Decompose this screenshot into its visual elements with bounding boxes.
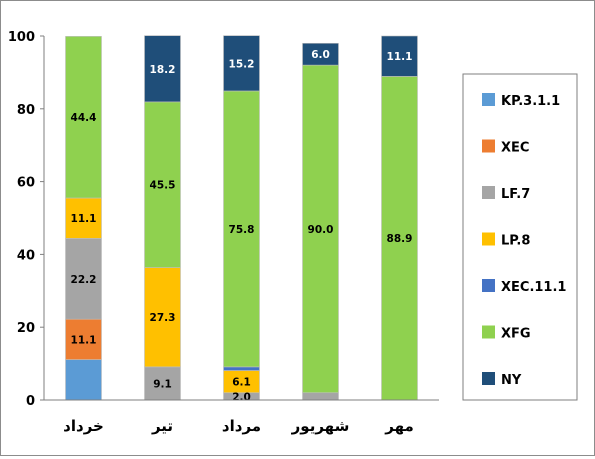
bar-segment [65,197,102,239]
y-tick-label: 100 [8,30,35,45]
bar-segment [144,35,181,103]
bar-data-label: 27.3 [150,312,176,324]
bar-segment [302,42,339,66]
bar-data-label: 11.1 [387,51,413,63]
x-category-label: خرداد [63,417,104,435]
legend-swatch [482,93,495,106]
bar-data-label: 6.1 [232,377,251,389]
y-tick-label: 80 [17,103,35,118]
bar-segment [381,35,418,77]
bar-stacks [65,35,418,401]
bar-segment [302,64,339,394]
y-tick-label: 20 [17,321,35,336]
bar-data-label: 88.9 [387,233,413,245]
bar-data-label: 6.0 [311,49,330,61]
legend-swatch [482,325,495,339]
legend-swatch [482,279,495,292]
bar-segment [65,36,102,199]
bar-data-label: 2.0 [232,391,251,403]
x-category-label: شهریور [291,417,350,435]
y-tick-label: 0 [26,394,35,409]
bar-data-label: 45.5 [150,180,176,192]
bar-data-label: 11.1 [71,334,97,346]
legend-label: LP.8 [501,234,530,249]
data-labels: 11.1 22.2 11.1 44.4 9.1 27.3 45.5 18.2 2.0 6.1 75.… [71,49,413,403]
bar-segment [144,267,181,368]
x-category-label: تیر [151,417,173,435]
bar-data-label: 90.0 [308,224,334,236]
legend-label: LF.7 [501,187,530,202]
legend-label: XFG [501,327,531,342]
legend: KP.3.1.1 XEC LF.7 LP.8 XEC.11.1 XFG NY [462,73,578,401]
legend-label: XEC.11.1 [501,280,566,295]
legend-label: XEC [501,141,529,156]
x-category-label: مهر [384,417,414,435]
bar-segment [223,90,260,368]
bar-segment [65,238,102,320]
bar-segment [302,392,339,401]
bar-segment [144,366,181,401]
bar-data-label: 44.4 [71,112,97,124]
x-axis: خرداد تیر مرداد شهریور مهر [44,399,439,435]
legend-label: KP.3.1.1 [501,94,560,109]
bar-data-label: 18.2 [150,64,176,76]
x-category-label: مرداد [222,417,261,435]
legend-swatch [482,372,495,385]
bar-segment [223,366,260,371]
bar-segment [65,359,102,401]
bar-segment [381,76,418,401]
legend-label: NY [501,373,522,388]
legend-swatch [482,186,495,199]
bar-data-label: 75.8 [229,224,255,236]
legend-swatch [482,232,495,246]
bar-data-label: 15.2 [229,58,255,70]
bar-data-label: 22.2 [71,274,97,286]
bar-segment [223,35,260,92]
legend-swatch [482,139,495,153]
bar-segment [65,318,102,360]
y-tick-label: 40 [17,248,35,263]
y-tick-label: 60 [17,176,35,191]
bar-data-label: 11.1 [71,213,97,225]
bar-segment [144,101,181,268]
bar-data-label: 9.1 [153,378,172,390]
y-axis: 0 20 40 60 80 100 [8,30,45,409]
